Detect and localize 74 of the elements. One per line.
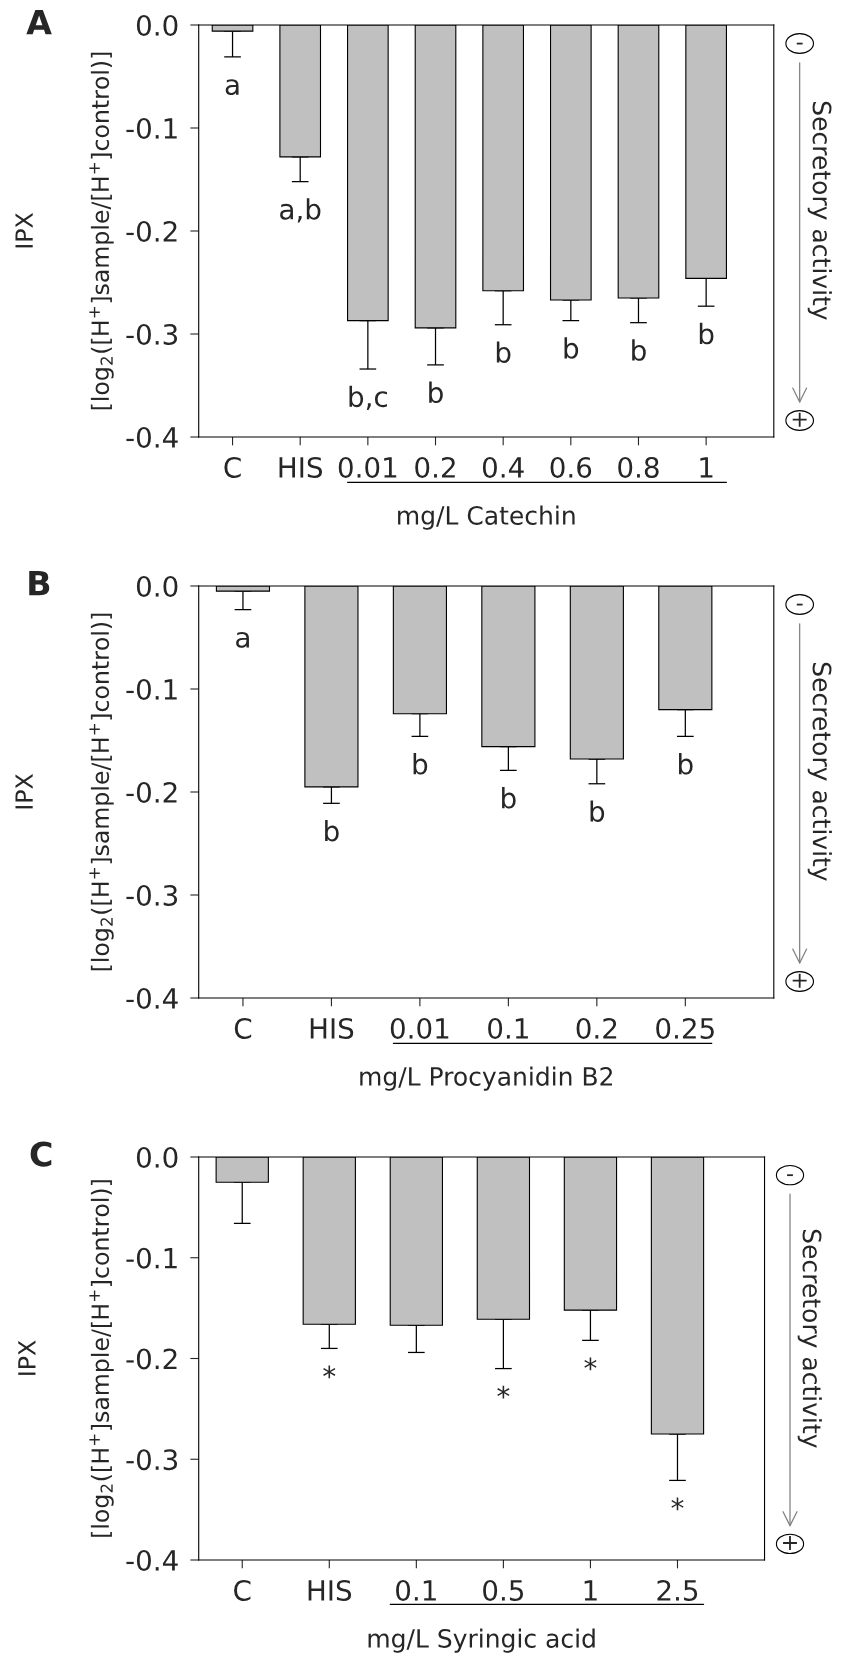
x-tick-label: 0.1 [396,1579,436,1601]
text: + [792,973,807,988]
text: IPX [15,213,33,248]
y-tick-label: -0.4 [126,987,178,1009]
text: IPX [18,1340,36,1375]
chart-title: A [26,9,52,35]
data-label: b [699,322,714,345]
text: Secretory activity [807,662,832,881]
text: Secretory activity [807,101,832,320]
y-tick-label: -0.3 [126,323,178,345]
data-label: * [584,1357,597,1371]
x-tick-label: 0.01 [390,1017,449,1039]
x-tick-label: 0.8 [618,456,659,478]
text: - [796,603,803,606]
y-tick-label: -0.1 [126,117,177,139]
y-tick-label: -0.3 [126,1449,178,1471]
data-label: * [671,1497,684,1511]
text: + [783,1536,797,1551]
x-tick-label: 1 [700,457,713,478]
y-tick-label: -0.4 [126,1549,178,1571]
text: IPX [15,774,33,809]
data-label: b [502,787,516,809]
x-axis-title: mg/L Syringic acid [368,1628,595,1653]
x-axis-title: mg/L Catechin [398,505,575,530]
x-tick-label: C [234,1017,252,1039]
data-label: b [632,339,646,361]
data-label: b [429,381,443,404]
y-tick-label: 0.0 [136,575,178,597]
data-label: b [590,800,605,822]
x-tick-label: 0.1 [488,1017,528,1039]
text: + [792,412,807,427]
data-label: a [225,79,239,96]
data-label: b [413,753,428,775]
x-tick-label: 0.6 [550,456,592,478]
x-axis-title: mg/L Procyanidin B2 [360,1066,612,1091]
x-tick-label: 0.01 [338,456,397,478]
data-label: b [679,753,693,775]
x-tick-label: HIS [279,456,322,478]
y-tick-label: -0.2 [126,220,177,242]
chart-title: B [29,570,50,596]
data-label: a,b [280,198,321,223]
text: - [796,42,803,45]
x-tick-label: 0.2 [576,1017,617,1039]
data-label: * [497,1385,510,1399]
data-label: b,c [349,385,387,411]
y-tick-label: -0.2 [126,781,177,803]
x-tick-label: 0.4 [482,456,524,478]
y-tick-label: -0.4 [126,426,178,448]
text: - [787,1174,793,1177]
data-label: * [323,1365,336,1379]
y-tick-label: 0.0 [136,1146,178,1168]
y-axis-title: [log$_{2}$([H$^{+}$]sample/[H$^{+}$]control)] [89,1180,114,1537]
x-tick-label: C [234,1579,251,1601]
chart-title: C [30,1141,52,1167]
x-tick-label: 2.5 [657,1579,698,1601]
data-label: a [236,631,249,648]
y-tick-label: 0.0 [136,14,178,36]
x-tick-label: 0.5 [483,1579,524,1601]
y-axis-title: [log$_{2}$([H$^{+}$]sample/[H$^{+}$]control)] [89,613,114,971]
x-tick-label: HIS [308,1579,352,1601]
y-tick-label: -0.2 [126,1348,177,1370]
data-label: b [564,337,579,359]
data-label: b [325,820,339,842]
x-tick-label: 0.2 [415,456,455,478]
x-tick-label: 1 [584,1580,597,1601]
x-tick-label: C [224,456,241,478]
x-tick-label: HIS [310,1017,354,1039]
x-tick-label: 0.25 [656,1017,714,1039]
y-tick-label: -0.3 [126,884,178,906]
y-tick-label: -0.1 [126,678,177,700]
data-label: b [496,341,511,363]
y-tick-label: -0.1 [126,1247,177,1269]
y-axis-title: [log$_{2}$([H$^{+}$]sample/[H$^{+}$]control)] [89,52,114,410]
text: Secretory activity [797,1229,822,1448]
